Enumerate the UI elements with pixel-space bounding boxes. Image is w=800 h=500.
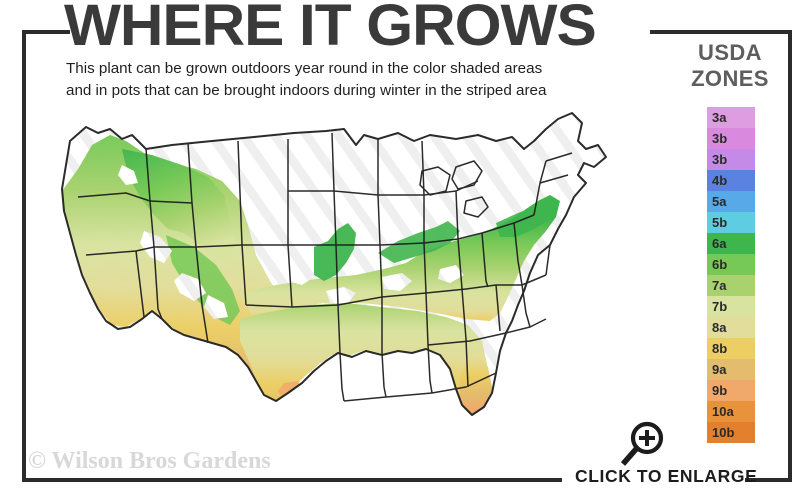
zone-swatch-6b-7: 6b	[707, 254, 755, 275]
state-boundaries	[61, 112, 607, 416]
page-title: WHERE IT GROWS	[64, 0, 597, 58]
zone-swatch-label: 7a	[712, 278, 727, 293]
zone-swatch-4b-3: 4b	[707, 170, 755, 191]
zone-swatch-8a-10: 8a	[707, 317, 755, 338]
subtitle-line-1: This plant can be grown outdoors year ro…	[66, 60, 543, 77]
zone-swatch-label: 3b	[712, 131, 728, 146]
zone-swatch-label: 3b	[712, 152, 728, 167]
zone-swatch-7a-8: 7a	[707, 275, 755, 296]
usda-zone-legend: 3a 3b 3b 4b 5a 5b 6a 6b 7a 7b 8a 8b 9a 9b 10a 10b	[707, 107, 755, 443]
zone-swatch-label: 8b	[712, 341, 728, 356]
zone-swatch-10b-15: 10b	[707, 422, 755, 443]
zone-swatch-label: 3a	[712, 110, 727, 125]
zone-swatch-label: 10a	[712, 404, 734, 419]
zone-swatch-5a-4: 5a	[707, 191, 755, 212]
zone-swatch-label: 8a	[712, 320, 727, 335]
zone-swatch-label: 5a	[712, 194, 727, 209]
zone-swatch-6a-6: 6a	[707, 233, 755, 254]
zone-swatch-7b-9: 7b	[707, 296, 755, 317]
zone-swatch-label: 10b	[712, 425, 735, 440]
zone-swatch-label: 7b	[712, 299, 728, 314]
magnifier-plus-icon[interactable]	[616, 419, 668, 471]
zone-swatch-label: 5b	[712, 215, 728, 230]
frame-border-top-right	[650, 30, 792, 34]
frame-border-left	[22, 30, 26, 482]
zone-swatch-3b-2: 3b	[707, 149, 755, 170]
legend-heading-line-1: USDA	[698, 40, 762, 65]
zone-swatch-5b-5: 5b	[707, 212, 755, 233]
zone-swatch-label: 4b	[712, 173, 728, 188]
frame-border-right	[788, 30, 792, 482]
subtitle-line-2: and in pots that can be brought indoors …	[66, 81, 547, 99]
map-colored-regions	[62, 135, 560, 415]
click-to-enlarge-label[interactable]: CLICK TO ENLARGE	[575, 466, 758, 486]
zone-swatch-10a-14: 10a	[707, 401, 755, 422]
zone-swatch-label: 9a	[712, 362, 727, 377]
subtitle-text: This plant can be grown outdoors year ro…	[66, 58, 626, 101]
zone-swatch-9b-13: 9b	[707, 380, 755, 401]
zone-swatch-3b-1: 3b	[707, 128, 755, 149]
frame-border-bottom-left	[22, 478, 562, 482]
legend-heading-line-2: ZONES	[691, 65, 769, 91]
frame-border-top-left	[22, 30, 70, 34]
zone-swatch-3a-0: 3a	[707, 107, 755, 128]
frame-border-bottom-right	[745, 478, 792, 482]
legend-heading: USDA ZONES	[678, 40, 782, 91]
zone-swatch-label: 6a	[712, 236, 727, 251]
copyright-watermark: © Wilson Bros Gardens	[28, 448, 271, 474]
zone-swatch-label: 6b	[712, 257, 728, 272]
zone-swatch-label: 9b	[712, 383, 728, 398]
zone-swatch-8b-11: 8b	[707, 338, 755, 359]
usda-hardiness-zone-map[interactable]	[26, 105, 626, 465]
zone-swatch-9a-12: 9a	[707, 359, 755, 380]
